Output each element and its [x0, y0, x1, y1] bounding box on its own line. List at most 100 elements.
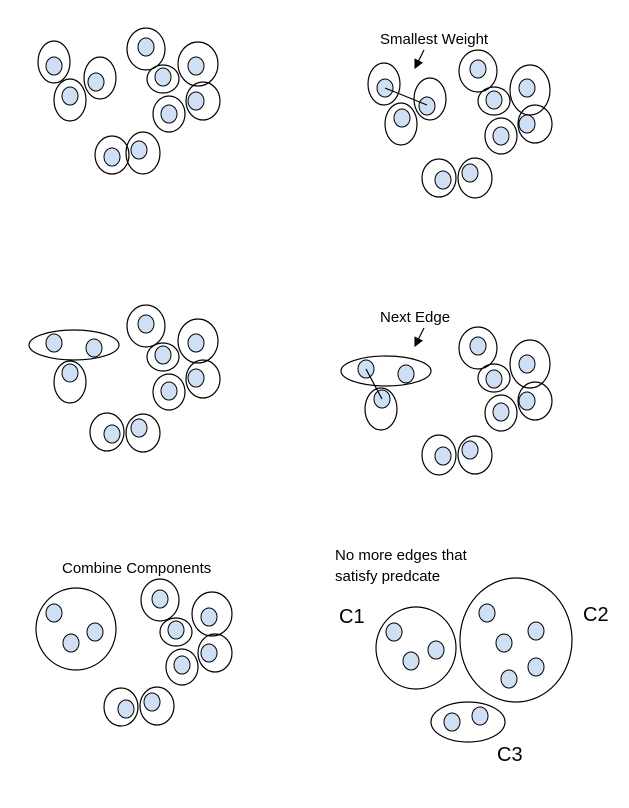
graph-node [402, 651, 420, 671]
graph-node [427, 640, 445, 660]
component-outline [375, 606, 457, 690]
panel-merged-pair [28, 304, 221, 453]
component-outline [146, 342, 180, 372]
graph-node [397, 364, 415, 384]
graph-node [434, 170, 452, 190]
component-outline [509, 64, 551, 116]
graph-node [160, 381, 178, 401]
component-outline [94, 135, 130, 175]
graph-node [500, 669, 518, 689]
graph-node [518, 114, 536, 134]
graph-node [443, 712, 461, 732]
component-outline [484, 394, 518, 432]
graph-node [434, 446, 452, 466]
graph-node [385, 622, 403, 642]
graph-node [137, 314, 155, 334]
graph-node [518, 354, 536, 374]
component-outline [53, 78, 87, 122]
graph-node [495, 633, 513, 653]
component-outline [484, 117, 518, 155]
graph-node [130, 418, 148, 438]
panel-final-components: No more edges that satisfy predcate C1 C… [335, 547, 609, 766]
component-outline [37, 40, 71, 84]
panel-smallest-weight: Smallest Weight [367, 31, 553, 199]
component-outline [459, 577, 573, 703]
component-outline [103, 687, 139, 727]
component-outline [152, 373, 186, 411]
component-outline [152, 95, 186, 133]
graph-node [469, 59, 487, 79]
graph-node [461, 163, 479, 183]
component-outline [458, 49, 498, 93]
label-no-more-edges-line2: satisfy predcate [335, 568, 440, 585]
graph-node [61, 363, 79, 383]
cluster-label-c2: C2 [583, 604, 609, 626]
component-outline [126, 27, 166, 71]
component-outline [384, 102, 418, 146]
component-outline [517, 381, 553, 421]
component-outline [197, 633, 233, 673]
component-outline [125, 131, 161, 175]
component-outline [517, 104, 553, 144]
graph-node [45, 56, 63, 76]
graph-node [167, 620, 185, 640]
graph-node [154, 67, 172, 87]
component-outline [35, 587, 117, 671]
graph-node [103, 424, 121, 444]
component-outline [509, 339, 551, 389]
graph-node [117, 699, 135, 719]
component-outline [53, 360, 87, 404]
component-outline [364, 387, 398, 431]
graph-node [469, 336, 487, 356]
graph-node [518, 391, 536, 411]
component-outline [421, 434, 457, 476]
graph-node [151, 589, 169, 609]
graph-node [160, 104, 178, 124]
component-outline [185, 359, 221, 399]
cluster-label-c3: C3 [497, 744, 523, 766]
component-outline [28, 329, 120, 361]
component-outline [140, 578, 180, 622]
graph-node [485, 369, 503, 389]
label-no-more-edges-line1: No more edges that [335, 547, 468, 564]
graph-node [187, 368, 205, 388]
component-outline [139, 686, 175, 726]
label-smallest-weight: Smallest Weight [380, 31, 489, 48]
graph-node [393, 108, 411, 128]
arrow-icon [414, 49, 425, 70]
graph-node [461, 440, 479, 460]
component-outline [458, 326, 498, 370]
component-outline [165, 648, 199, 686]
label-combine-components: Combine Components [62, 560, 211, 577]
component-outline [126, 304, 166, 348]
graph-node [492, 126, 510, 146]
edge-line [384, 87, 428, 106]
graph-node [478, 603, 496, 623]
graph-node [130, 140, 148, 160]
component-outline [177, 41, 219, 87]
edge-line [365, 368, 383, 400]
panel-initial-components [37, 27, 221, 175]
graph-node [154, 345, 172, 365]
component-outline [367, 62, 401, 106]
graph-node [527, 657, 545, 677]
graph-node [62, 633, 80, 653]
component-outline [125, 413, 161, 453]
graph-node [85, 338, 103, 358]
graph-node [527, 621, 545, 641]
graph-node [471, 706, 489, 726]
component-outline [159, 617, 193, 647]
component-outline [457, 157, 493, 199]
component-outline [421, 158, 457, 198]
graph-node [137, 37, 155, 57]
graph-node [187, 333, 205, 353]
graph-node [418, 96, 436, 116]
label-next-edge: Next Edge [380, 309, 450, 326]
arrow-icon [414, 327, 425, 348]
panel-next-edge: Next Edge [340, 309, 553, 476]
component-outline [477, 363, 511, 393]
component-outline [477, 86, 511, 116]
graph-node [187, 56, 205, 76]
graph-node [45, 333, 63, 353]
